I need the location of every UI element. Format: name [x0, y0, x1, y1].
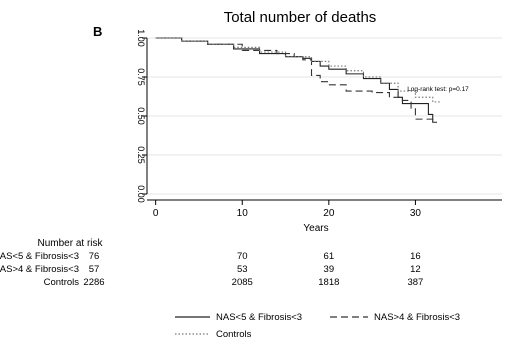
legend: NAS<5 & Fibrosis<3 NAS>4 & Fibrosis<3 Cont…	[175, 312, 460, 340]
x-axis-label: Years	[303, 223, 328, 234]
y-tick-label: 0.25	[136, 146, 146, 164]
axes: 0.00 0.25 0.50 0.75 1.00 0 10 20 30	[136, 29, 502, 219]
risk-value: 70	[237, 251, 248, 262]
series-line-dashed	[155, 37, 434, 124]
y-tick-label: 0.50	[136, 107, 146, 125]
risk-value: 76	[89, 251, 100, 262]
risk-table: Number at risk NAS<5 & Fibrosis<3 76 70 61 16…	[0, 238, 423, 288]
series-line-dotted	[155, 37, 442, 103]
series-line-solid	[155, 37, 438, 123]
risk-row-label: Controls	[44, 277, 80, 288]
risk-table-heading: Number at risk	[37, 238, 103, 249]
risk-value: 53	[237, 264, 248, 275]
legend-label: Controls	[216, 329, 252, 340]
risk-value: 12	[410, 264, 421, 275]
x-tick-label: 20	[323, 208, 335, 219]
risk-value: 61	[324, 251, 335, 262]
y-tick-label: 0.00	[136, 185, 146, 203]
risk-row-label: NAS>4 & Fibrosis<3	[0, 264, 79, 275]
log-rank-annotation: Log-rank test: p=0.17	[407, 86, 469, 93]
risk-value: 387	[407, 277, 423, 288]
x-tick-label: 10	[237, 208, 249, 219]
risk-value: 39	[324, 264, 335, 275]
y-tick-label: 1.00	[136, 29, 146, 47]
chart-title: Total number of deaths	[224, 9, 377, 26]
y-tick-label: 0.75	[136, 68, 146, 86]
risk-value: 2085	[232, 277, 253, 288]
series-lines	[155, 37, 442, 124]
legend-label: NAS<5 & Fibrosis<3	[216, 312, 302, 323]
risk-value: 57	[89, 264, 100, 275]
legend-label: NAS>4 & Fibrosis<3	[374, 312, 460, 323]
risk-row-label: NAS<5 & Fibrosis<3	[0, 251, 79, 262]
x-tick-label: 30	[410, 208, 422, 219]
x-tick-label: 0	[153, 208, 159, 219]
risk-value: 1818	[318, 277, 339, 288]
risk-value: 2286	[83, 277, 104, 288]
panel-label: B	[93, 24, 102, 39]
risk-value: 16	[410, 251, 421, 262]
gridlines	[147, 37, 502, 195]
